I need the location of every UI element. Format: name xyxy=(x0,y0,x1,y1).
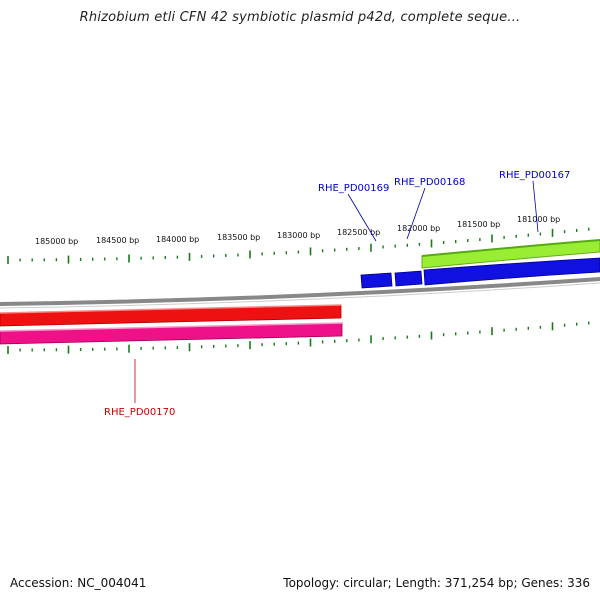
gene-label-RHE_PD00169[interactable]: RHE_PD00169 xyxy=(318,183,389,194)
ruler-label: 184000 bp xyxy=(156,235,199,244)
ruler-labels: 185000 bp 184500 bp 184000 bp 183500 bp … xyxy=(35,215,560,246)
ruler-label: 182500 bp xyxy=(337,228,380,237)
leader-line-RHE_PD00169 xyxy=(347,193,377,242)
pink-feature-highlight xyxy=(0,322,343,332)
ruler-label: 184500 bp xyxy=(96,236,139,245)
ruler-label: 185000 bp xyxy=(35,237,78,246)
map-title: Rhizobium etli CFN 42 symbiotic plasmid … xyxy=(79,10,521,25)
leader-line-RHE_PD00168 xyxy=(406,187,426,240)
ruler-label: 181500 bp xyxy=(457,220,500,229)
leader-line-RHE_PD00167 xyxy=(532,180,539,233)
outer-tick-ruler xyxy=(7,227,590,264)
summary-text: Topology: circular; Length: 371,254 bp; … xyxy=(283,576,590,590)
gene-RHE_PD00168-shape[interactable] xyxy=(394,270,423,287)
red-feature-highlight xyxy=(0,304,342,314)
backbone-arc xyxy=(0,277,600,306)
green-feature-edge xyxy=(421,239,600,257)
ruler-label: 183500 bp xyxy=(217,233,260,242)
ruler-label: 182000 bp xyxy=(397,224,440,233)
gene-label-RHE_PD00168[interactable]: RHE_PD00168 xyxy=(394,177,465,188)
ruler-label: 183000 bp xyxy=(277,231,320,240)
gene-RHE_PD00170-shape[interactable] xyxy=(0,322,343,345)
inner-tick-ruler xyxy=(7,321,590,354)
gene-RHE_PD00167-shape[interactable] xyxy=(423,257,600,286)
red-feature[interactable] xyxy=(0,304,342,327)
gene-label-RHE_PD00170[interactable]: RHE_PD00170 xyxy=(104,407,175,418)
gene-RHE_PD00169-shape[interactable] xyxy=(360,272,393,289)
gene-label-RHE_PD00167[interactable]: RHE_PD00167 xyxy=(499,170,570,181)
backbone-shadow xyxy=(0,282,600,309)
ruler-label: 181000 bp xyxy=(517,215,560,224)
accession-text: Accession: NC_004041 xyxy=(10,576,147,590)
